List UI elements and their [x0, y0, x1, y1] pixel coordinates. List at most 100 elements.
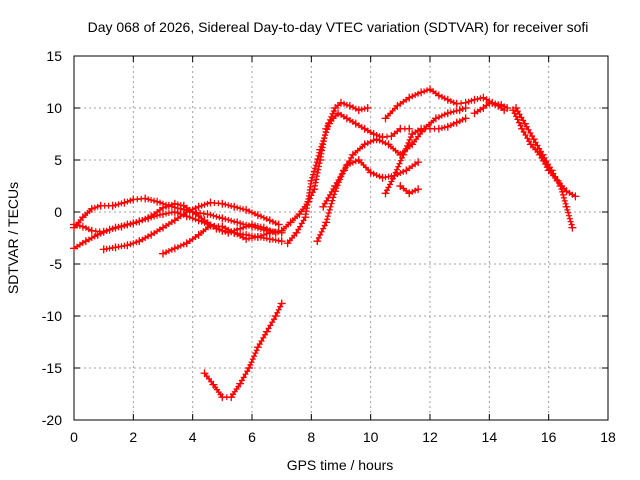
x-tick-label: 16 [541, 429, 557, 445]
data-point [461, 114, 470, 123]
data-point [405, 93, 414, 102]
data-point [351, 119, 360, 128]
data-point [203, 210, 212, 219]
data-point [405, 124, 414, 133]
data-point [526, 140, 535, 149]
data-point [242, 205, 251, 214]
data-point [170, 199, 179, 208]
data-point [218, 199, 227, 208]
data-point [408, 140, 417, 149]
data-point [378, 173, 387, 182]
data-point [342, 161, 351, 170]
data-point [520, 119, 529, 128]
data-point [93, 230, 102, 239]
data-point [390, 171, 399, 180]
data-point [485, 98, 494, 107]
data-point [313, 237, 322, 246]
x-tick-label: 14 [482, 429, 498, 445]
data-point [159, 249, 167, 258]
data-point [414, 185, 423, 194]
data-point [562, 187, 571, 196]
data-point [494, 101, 503, 110]
data-point [571, 192, 580, 201]
data-point [70, 220, 78, 229]
data-point [259, 223, 268, 232]
data-point [452, 118, 461, 127]
data-point [316, 145, 325, 154]
data-point [310, 185, 319, 194]
x-tick-label: 4 [189, 429, 197, 445]
data-point [123, 241, 132, 250]
x-tick-label: 8 [307, 429, 315, 445]
data-point [236, 224, 245, 233]
data-point [87, 204, 96, 213]
data-point [248, 220, 256, 229]
data-point [470, 95, 479, 104]
data-point [348, 150, 357, 159]
data-point [443, 95, 452, 104]
data-point [325, 119, 334, 128]
data-point [334, 109, 342, 118]
data-point [500, 106, 509, 115]
data-point [209, 380, 218, 389]
y-axis-title: SDTVAR / TECUs [5, 182, 21, 294]
data-point [393, 101, 402, 110]
data-point [452, 99, 461, 108]
data-point [414, 158, 423, 167]
data-point [265, 228, 274, 237]
data-point [417, 124, 426, 133]
data-point [434, 124, 443, 133]
data-point [218, 393, 227, 402]
data-point [99, 227, 108, 236]
x-tick-label: 6 [248, 429, 256, 445]
data-point [265, 216, 274, 225]
data-point [479, 93, 488, 102]
chart-title: Day 068 of 2026, Sidereal Day-to-day VTE… [88, 19, 589, 35]
series-arc-13 [396, 182, 423, 198]
data-point [147, 212, 156, 221]
data-point [153, 197, 162, 206]
data-point [455, 106, 464, 115]
y-tick-label: 5 [54, 152, 62, 168]
data-point [342, 114, 351, 123]
data-point [179, 201, 188, 210]
data-point [434, 91, 443, 100]
data-point [123, 220, 132, 229]
series-arc-5 [159, 221, 286, 258]
series-arc-8 [283, 109, 414, 248]
series-arc-6 [200, 299, 286, 402]
data-series [70, 85, 580, 402]
data-point [283, 239, 292, 248]
series-arc-4 [99, 198, 283, 254]
data-point [295, 210, 304, 219]
data-point [381, 189, 390, 198]
data-point [399, 150, 408, 159]
data-point [253, 343, 262, 352]
data-point [556, 182, 565, 190]
data-point [277, 237, 286, 246]
series-markers [382, 115, 469, 197]
data-point [277, 299, 286, 308]
y-tick-label: -20 [42, 412, 62, 428]
data-point [78, 222, 87, 231]
data-point [562, 202, 571, 211]
data-point [218, 222, 227, 231]
data-point [426, 124, 434, 133]
data-point [354, 156, 363, 164]
x-axis-title: GPS time / hours [287, 457, 394, 473]
data-point [547, 166, 556, 175]
data-point [345, 101, 354, 110]
data-point [512, 104, 520, 112]
series-arc-15 [509, 106, 580, 201]
series-line [203, 303, 283, 398]
data-point [81, 237, 90, 246]
data-point [159, 203, 167, 212]
data-point [426, 85, 434, 94]
y-tick-label: 0 [54, 204, 62, 220]
data-point [360, 124, 369, 133]
data-point [194, 202, 203, 211]
data-point [70, 244, 78, 253]
axis-ticks: 0 2 4 6 8 10 12 14 16 18 -20 -15 -10 -5 0 5 10 15 [42, 48, 616, 445]
data-point [78, 213, 87, 222]
data-point [170, 216, 179, 225]
